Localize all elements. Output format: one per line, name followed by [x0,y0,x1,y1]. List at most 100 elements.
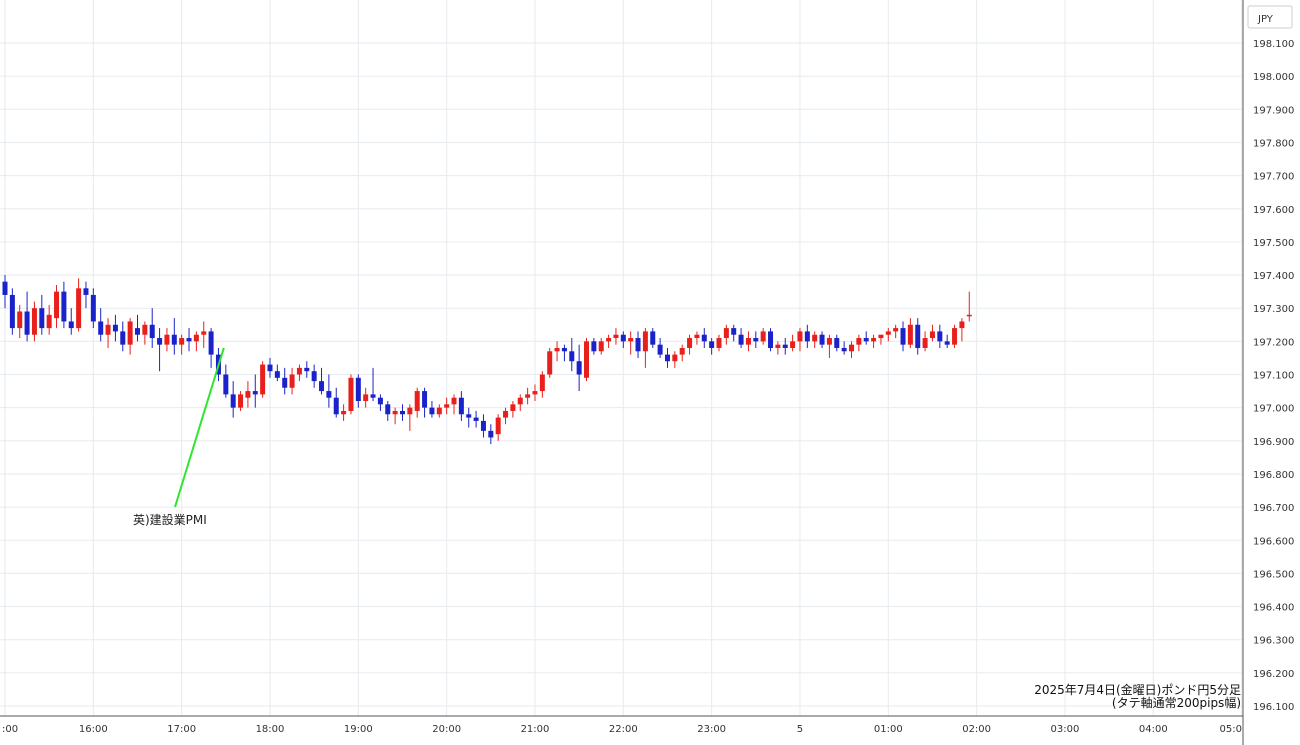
x-tick-label: 18:00 [256,724,285,735]
candle-body [83,288,89,295]
x-tick-label: 04:00 [1139,724,1168,735]
candle-body [149,324,155,339]
candle-body [355,377,361,402]
candle-body [885,331,891,335]
candle-body [642,331,648,352]
candle-body [966,314,972,317]
candle-body [252,391,258,395]
candle-body [326,391,332,398]
y-tick-label: 196.400 [1253,603,1294,614]
y-tick-label: 197.800 [1253,138,1294,149]
x-tick-label: 05:0 [1220,724,1242,735]
candle-body [422,391,428,408]
candle-body [797,331,803,342]
candle-body [775,344,781,348]
candle-body [952,328,958,345]
candle-body [738,334,744,345]
candle-body [245,391,251,398]
candle-body [466,414,472,418]
y-tick-label: 196.300 [1253,636,1294,647]
x-tick-label: 03:00 [1051,724,1080,735]
y-tick-label: 196.700 [1253,503,1294,514]
candle-body [525,394,531,398]
x-tick-label: :00 [2,724,18,735]
candle-body [68,321,74,329]
candle-body [495,417,501,435]
annotation-label: 英)建設業PMI [133,512,207,527]
candle-body [819,334,825,345]
candle-body [576,361,582,375]
candle-body [444,404,450,408]
candle-body [554,347,560,352]
candle-body [664,354,670,362]
candle-body [613,334,619,339]
candle-body [46,314,52,329]
candle-body [871,338,877,342]
candle-body [731,328,737,335]
candle-body [701,334,707,342]
x-tick-label: 5 [797,724,803,735]
y-tick-label: 197.500 [1253,238,1294,249]
candle-body [230,394,236,408]
y-tick-label: 197.400 [1253,271,1294,282]
currency-label: JPY [1257,14,1274,25]
candle-body [274,371,280,378]
annotation-line [174,347,225,508]
candle-body [937,331,943,342]
candle-body [2,281,8,295]
candle-body [480,420,486,431]
candle-body [341,410,347,415]
candle-body [61,291,67,322]
candle-body [319,381,325,392]
y-tick-label: 197.100 [1253,371,1294,382]
candle-body [768,331,774,348]
candle-body [606,338,612,342]
x-axis-ticks: :00 16:00 17:00 18:00 19:00 20:00 21:00 22:00 23… [2,724,1242,735]
candle-body [753,338,759,342]
candle-body [399,410,405,415]
candle-body [650,331,656,345]
y-tick-label: 196.100 [1253,702,1294,713]
candle-body [363,394,369,402]
candle-body [311,371,317,382]
y-tick-label: 197.200 [1253,337,1294,348]
candle-body [238,394,244,408]
candle-body [561,347,567,352]
candle-body [370,394,376,398]
candle-body [134,328,140,335]
candle-body [223,374,229,395]
candle-body [76,288,82,329]
candle-body [922,338,928,348]
x-tick-label: 20:00 [432,724,461,735]
candle-body [841,347,847,352]
candle-body [157,338,163,345]
candle-body [591,341,597,352]
candle-body [856,338,862,345]
candle-body [709,341,715,348]
candle-body [54,291,60,319]
currency-label-box [1247,5,1293,29]
candle-body [804,331,810,342]
candle-body [90,294,96,322]
y-axis-ticks: 198.100 198.000 197.900 197.800 197.700 197.6… [1253,39,1294,713]
candle-body [296,367,302,375]
candle-body [385,404,391,415]
y-tick-label: 198.000 [1253,72,1294,83]
plot-background [0,0,1243,716]
candle-body [657,344,663,355]
candle-body [208,331,214,355]
candle-body [304,367,310,372]
candle-body [488,430,494,438]
candle-body [503,410,509,418]
y-tick-label: 197.000 [1253,404,1294,415]
candle-body [517,397,523,405]
candle-body [893,328,899,332]
candle-body [473,417,479,421]
y-tick-label: 197.700 [1253,172,1294,183]
candle-body [812,334,818,342]
candle-body [790,341,796,348]
candle-body [201,331,207,335]
y-tick-label: 197.900 [1253,105,1294,116]
chart-caption-line2: (タテ軸通常200pips幅) [1112,695,1241,710]
